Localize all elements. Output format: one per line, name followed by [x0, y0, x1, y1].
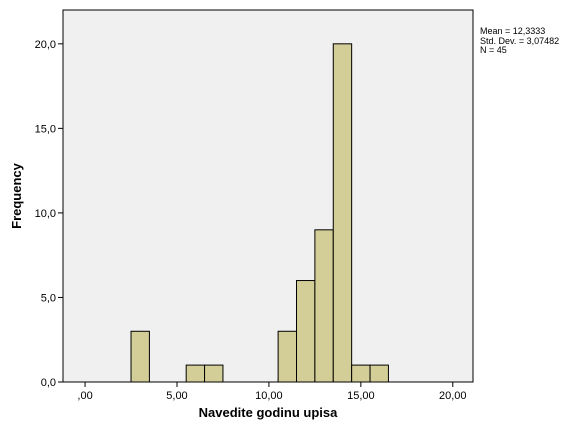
histogram-bar — [204, 364, 224, 383]
y-tick-label: 15,0 — [35, 123, 56, 135]
histogram-bar — [295, 280, 316, 383]
histogram-bar — [277, 330, 297, 383]
x-tick-label: ,00 — [77, 390, 92, 402]
histogram-bar — [351, 364, 371, 383]
x-tick-label: 20,00 — [439, 390, 467, 402]
x-tick-label: 15,00 — [347, 390, 375, 402]
n-label: N = 45 — [480, 45, 507, 55]
histogram-bar — [369, 364, 389, 383]
y-tick-label: 20,0 — [35, 39, 56, 51]
x-axis: ,00 5,00 10,00 15,00 20,00 — [77, 382, 467, 402]
y-axis-title: Frequency — [9, 162, 24, 229]
plot-area — [62, 9, 474, 383]
std-dev-label: Std. Dev. = 3,07482 — [480, 35, 560, 46]
x-tick-label: 5,00 — [166, 390, 187, 402]
x-tick-label: 10,00 — [255, 390, 283, 402]
y-axis: 0,0 5,0 10,0 15,0 20,0 — [35, 39, 63, 389]
histogram-bar — [332, 43, 353, 383]
y-tick-label: 5,0 — [41, 292, 56, 304]
histogram-bar — [185, 364, 206, 383]
x-axis-title: Navedite godinu upisa — [199, 405, 338, 420]
mean-label: Mean = 12,3333 — [480, 26, 546, 36]
histogram-bar — [314, 229, 334, 383]
stats-box: Mean = 12,3333 Std. Dev. = 3,07482 N = 4… — [480, 26, 560, 56]
histogram-bar — [130, 330, 150, 383]
y-tick-label: 0,0 — [41, 377, 56, 389]
y-tick-label: 10,0 — [35, 208, 56, 220]
bars-group — [130, 43, 389, 383]
